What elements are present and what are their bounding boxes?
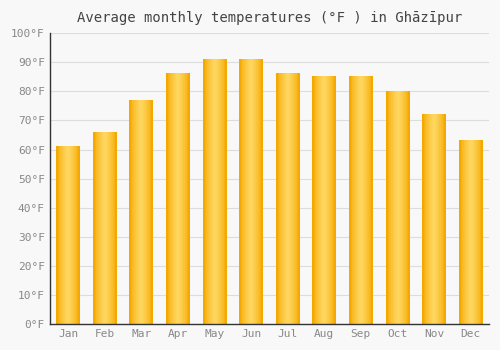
Title: Average monthly temperatures (°F ) in Ghāzīpur: Average monthly temperatures (°F ) in Gh… xyxy=(76,11,462,25)
